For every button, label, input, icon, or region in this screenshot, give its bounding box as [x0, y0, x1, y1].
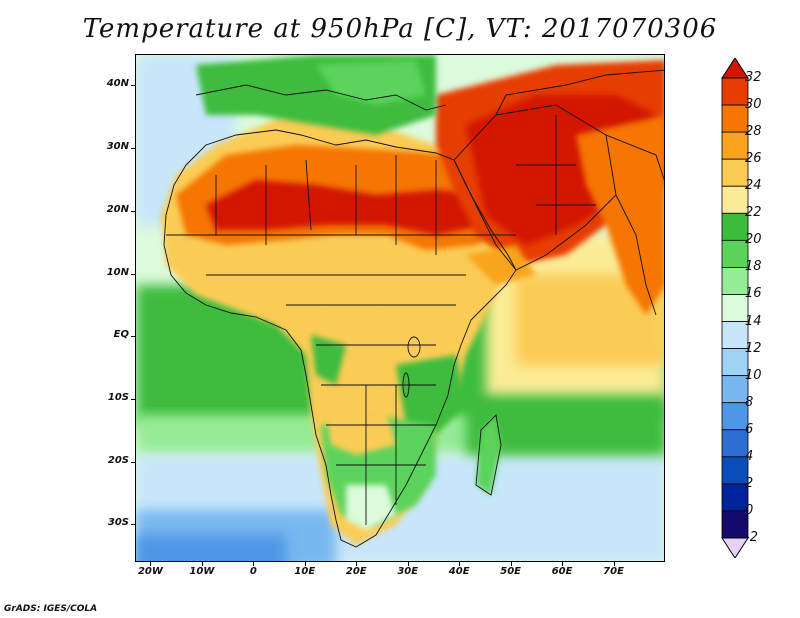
colorbar-swatch [721, 131, 749, 160]
lon-tick-mark [562, 562, 564, 566]
colorbar-swatch [721, 429, 749, 458]
lat-tick-label: EQ [113, 329, 129, 341]
lat-tick-label: 30N [106, 141, 129, 153]
lat-tick-mark [131, 524, 135, 526]
colorbar-swatch [721, 239, 749, 268]
colorbar-level-label: 0 [745, 502, 754, 518]
temperature-map[interactable] [135, 54, 665, 562]
lat-tick-label: 30S [107, 517, 129, 529]
lon-tick-label: 10E [294, 566, 316, 577]
colorbar-swatch [721, 483, 749, 512]
colorbar-swatch [721, 375, 749, 404]
colorbar-level-label: 12 [745, 340, 762, 356]
lat-tick-label: 10N [106, 266, 129, 278]
colorbar-swatch [721, 77, 749, 106]
lon-tick-mark [356, 562, 358, 566]
lat-tick-mark [131, 85, 135, 87]
lat-tick-label: 20S [107, 454, 129, 466]
colorbar-swatch [721, 104, 749, 133]
colorbar-level-label: 8 [745, 394, 754, 410]
chart-title: Temperature at 950hPa [C], VT: 201707030… [82, 14, 718, 44]
colorbar-level-label: 4 [745, 448, 754, 464]
lon-tick-label: 60E [551, 566, 573, 577]
colorbar-level-label: 14 [745, 313, 762, 329]
lat-tick-mark [131, 273, 135, 275]
lon-tick-mark [459, 562, 461, 566]
lon-tick-mark [510, 562, 512, 566]
lon-tick-label: 20W [137, 566, 163, 577]
colorbar-level-label: -2 [745, 530, 758, 545]
lon-tick-label: 0 [249, 566, 257, 577]
lon-tick-mark [201, 562, 203, 566]
colorbar-min-arrow [721, 537, 749, 558]
lat-tick-label: 20N [106, 203, 129, 215]
colorbar-swatch [721, 510, 749, 539]
colorbar-swatch [721, 402, 749, 431]
colorbar-level-label: 6 [745, 421, 754, 437]
lon-tick-label: 50E [500, 566, 521, 577]
lat-tick-mark [131, 336, 135, 338]
lat-tick-mark [131, 461, 135, 463]
colorbar-swatch [721, 348, 749, 377]
country-borders [163, 69, 664, 548]
colorbar-swatch [721, 456, 749, 485]
lat-tick-label: 10S [107, 391, 129, 403]
colorbar [721, 58, 749, 558]
colorbar-swatch [721, 158, 749, 187]
lon-tick-label: 10W [189, 566, 215, 577]
colorbar-level-label: 26 [745, 151, 762, 167]
lat-tick-label: 40N [106, 78, 129, 90]
ocean-south-colder [136, 535, 286, 561]
colorbar-level-label: 22 [745, 205, 762, 221]
colorbar-swatch [721, 321, 749, 349]
lon-tick-label: 40E [448, 566, 470, 577]
colorbar-level-label: 16 [745, 286, 762, 302]
lon-tick-mark [407, 562, 409, 566]
map-svg [136, 55, 664, 561]
colorbar-level-label: 28 [745, 124, 762, 140]
lon-tick-label: 70E [603, 566, 624, 577]
colorbar-level-label: 20 [745, 232, 762, 248]
lon-tick-label: 20E [345, 566, 367, 577]
lon-tick-mark [150, 562, 152, 566]
colorbar-swatch [721, 212, 749, 241]
lat-tick-mark [131, 398, 135, 400]
lon-tick-mark [613, 562, 615, 566]
lon-tick-mark [304, 562, 306, 566]
colorbar-level-label: 32 [745, 70, 762, 85]
colorbar-level-label: 10 [745, 367, 762, 383]
lat-tick-mark [131, 148, 135, 150]
colorbar-level-label: 30 [745, 97, 762, 113]
colorbar-level-label: 24 [745, 178, 762, 194]
lat-tick-mark [131, 210, 135, 212]
land-temperature-field [161, 55, 664, 545]
lon-tick-label: 30E [397, 566, 419, 577]
lon-tick-mark [253, 562, 255, 566]
colorbar-swatch [721, 294, 749, 322]
colorbar-level-label: 2 [745, 475, 754, 491]
colorbar-level-label: 18 [745, 259, 762, 275]
footer-credit: GrADS: IGES/COLA [4, 604, 98, 614]
